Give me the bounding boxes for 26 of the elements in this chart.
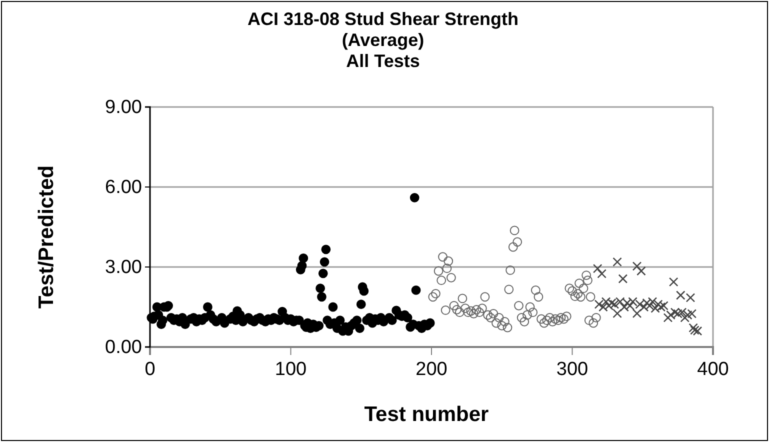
point [692,326,702,336]
point [592,264,602,274]
y-tick-label: 9.00 [105,97,142,118]
x-tick-label: 100 [274,359,307,380]
x-tick-label: 0 [144,359,156,380]
point [690,326,700,335]
point [612,308,622,318]
point [632,308,642,318]
chart-title: ACI 318-08 Stud Shear Strength (Average) All Tests [247,9,519,71]
point [636,266,646,276]
y-tick-label: 0.00 [105,337,142,358]
point [668,277,678,287]
point [618,274,628,284]
point [663,313,673,322]
x-axis-title: Test number [364,403,489,426]
x-tick-label: 300 [556,359,588,380]
point [612,257,622,267]
x-tick-label: 400 [697,359,729,380]
y-tick-label: 3.00 [105,257,142,278]
x-tick-label: 200 [416,359,448,380]
point [597,269,606,278]
point [688,323,698,332]
y-tick-label: 6.00 [105,177,142,198]
y-axis-title: Test/Predicted [35,165,58,309]
point [632,262,642,271]
point [680,313,690,322]
